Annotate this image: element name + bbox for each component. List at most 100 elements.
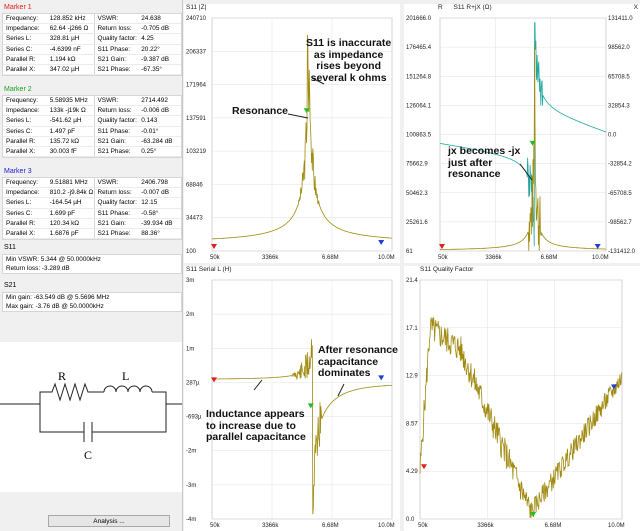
marker-field-label: Parallel R: xyxy=(6,137,36,145)
marker-field-value: 88.36° xyxy=(141,229,160,237)
y2-tick-label: 32854.3 xyxy=(608,103,630,109)
marker-field-label: Series L: xyxy=(6,117,32,125)
marker-field-value: 9.51881 MHz xyxy=(50,178,95,188)
marker-field-value: 133k -j19k Ω xyxy=(50,106,95,116)
marker-2-indicator xyxy=(530,512,537,517)
plot-area xyxy=(211,17,393,252)
marker-row: Parallel X: 347.02 µH S21 Phase: -67.35° xyxy=(3,64,181,76)
marker-field-value: 24.638 xyxy=(141,15,161,22)
marker-field-label: S11 Phase: xyxy=(97,45,131,53)
equivalent-circuit-diagram: R L C xyxy=(0,342,182,492)
marker-field-label: Series C: xyxy=(6,209,33,217)
x-tick-label: 6.68M xyxy=(541,255,558,261)
s11-return-loss: Return loss: -3.289 dB xyxy=(6,265,70,272)
y-tick-label: -4m xyxy=(186,517,196,523)
y2-tick-label: -98562.7 xyxy=(608,220,632,226)
s21-max-gain: Max gain: -3.76 dB @ 50.0000kHz xyxy=(6,303,104,310)
marker-field-label: Impedance: xyxy=(6,25,40,33)
marker-3-indicator xyxy=(610,384,617,390)
annotation-arrow xyxy=(287,113,309,119)
y2-tick-label: 0.0 xyxy=(608,133,617,139)
marker-field-label: VSWR: xyxy=(97,15,119,22)
marker-field-value: 30.003 fF xyxy=(50,146,95,157)
y-tick-label: 75662.9 xyxy=(406,162,428,168)
y-tick-label: 21.4 xyxy=(406,278,418,284)
chart-title: S11 |Z| xyxy=(186,4,207,11)
marker-3-indicator xyxy=(594,244,601,249)
marker-field-value: 12.15 xyxy=(141,199,158,207)
x-tick-label: 6.68M xyxy=(545,523,562,529)
marker-row: Impedance: 133k -j19k Ω Return loss: -0.006… xyxy=(3,106,181,117)
marker-field-label: Parallel X: xyxy=(6,229,36,237)
marker-field-label: Return loss: xyxy=(97,25,132,33)
s11-section-title: S11 xyxy=(4,244,16,251)
y-tick-label: 201666.0 xyxy=(406,16,432,22)
marker-field-value: 810.2 -j9.84k Ω xyxy=(49,188,95,198)
marker-row: Frequency: 5.58935 MHz VSWR: 2714.492 xyxy=(3,96,181,107)
y-tick-label: 50462.3 xyxy=(406,191,428,197)
y-tick-label: 34473 xyxy=(186,216,203,222)
marker-field-label: Return loss: xyxy=(97,189,132,197)
marker-3-indicator xyxy=(378,240,385,245)
marker-field-label: Parallel X: xyxy=(6,65,36,73)
marker-field-label: Parallel R: xyxy=(6,55,36,63)
marker-3-title: Marker 3 xyxy=(4,168,32,175)
marker-field-value: 347.02 µH xyxy=(50,64,95,75)
x-tick-label: 3366k xyxy=(477,523,494,529)
marker-field-value: 1.194 kΩ xyxy=(50,54,95,64)
marker-field-label: Frequency: xyxy=(6,179,38,186)
resistance-trace xyxy=(440,45,606,252)
impedance-plot: 240710 206337 171964 137591 103219 68846 34473… xyxy=(186,16,395,261)
annotation-resonance: Resonance xyxy=(232,105,289,117)
s21-summary: Min gain: -63.549 dB @ 5.5696 MHz Max ga… xyxy=(2,292,182,312)
marker-field-value: -67.35° xyxy=(141,65,162,73)
y-tick-label: 103219 xyxy=(186,149,207,155)
y2-tick-label: 131411.0 xyxy=(608,16,633,22)
marker-field-label: Quality factor: xyxy=(97,199,137,207)
y-tick-label: 1m xyxy=(186,346,194,352)
y-tick-label: 100 xyxy=(186,249,197,255)
marker-row: Impedance: 810.2 -j9.84k Ω Return loss: -0.… xyxy=(3,188,181,199)
marker-field-label: S21 Phase: xyxy=(97,65,131,73)
marker-1-indicator xyxy=(421,464,427,470)
marker-row: Parallel X: 30.003 fF S21 Phase: 0.25° xyxy=(3,146,181,158)
marker-field-label: Parallel R: xyxy=(6,219,36,227)
annotation-jx-sign-change: jx becomes -jx just after resonance xyxy=(448,145,521,180)
rx-plot: 201666.0 176465.4 151264.8 126064.1 100863.5… xyxy=(406,16,636,261)
y-tick-label: -693µ xyxy=(186,415,202,421)
y-tick-label: 240710 xyxy=(186,16,207,22)
marker-field-label: Series L: xyxy=(6,199,32,207)
inductor-label: L xyxy=(122,369,129,383)
marker-row: Series C: -4.6399 nF S11 Phase: 20.22° xyxy=(3,44,181,55)
marker-3-table: Frequency: 9.51881 MHz VSWR: 2406.798 Impeda… xyxy=(2,177,182,241)
y-tick-label: 176465.4 xyxy=(406,45,432,51)
marker-field-label: S11 Phase: xyxy=(97,209,131,217)
chart-title: S11 Quality Factor xyxy=(420,266,474,273)
annotation-arrow xyxy=(311,77,325,85)
marker-field-value: 62.64 -j266 Ω xyxy=(50,24,95,34)
marker-row: Frequency: 128.852 kHz VSWR: 24.638 xyxy=(3,14,181,25)
marker-1-table: Frequency: 128.852 kHz VSWR: 24.638 Impedanc… xyxy=(2,13,182,77)
y-tick-label: 12.9 xyxy=(406,374,418,380)
y-tick-label: 8.57 xyxy=(406,421,418,427)
marker-field-value: -541.62 µH xyxy=(50,116,95,126)
analysis-button[interactable]: Analysis ... xyxy=(48,515,170,527)
marker-row: Series L: 328.81 µH Quality factor: 4.25 xyxy=(3,34,181,45)
chart-title: R S11 R+jX (Ω) xyxy=(438,4,492,11)
y2-tick-label: -131412.0 xyxy=(608,249,636,255)
resistor-symbol xyxy=(0,382,104,405)
marker-row: Frequency: 9.51881 MHz VSWR: 2406.798 xyxy=(3,178,181,189)
inductor-symbol xyxy=(103,385,153,393)
marker-field-label: Series C: xyxy=(6,45,33,53)
y-tick-label: 206337 xyxy=(186,49,207,55)
marker-field-label: Impedance: xyxy=(6,189,40,197)
x-tick-label: 50k xyxy=(438,255,449,261)
x-tick-label: 10.0M xyxy=(378,255,395,261)
marker-field-value: 0.143 xyxy=(141,117,158,125)
annotation-arrow xyxy=(253,379,263,391)
inductance-plot: 3m 2m 1m 287µ -693µ -2m -3m -4m 50k 3366k 6.68M 10.… xyxy=(186,278,395,529)
marker-row: Impedance: 62.64 -j266 Ω Return loss: -0.70… xyxy=(3,24,181,35)
y-tick-label: 126064.1 xyxy=(406,103,432,109)
y-tick-label: 171964 xyxy=(186,83,207,89)
